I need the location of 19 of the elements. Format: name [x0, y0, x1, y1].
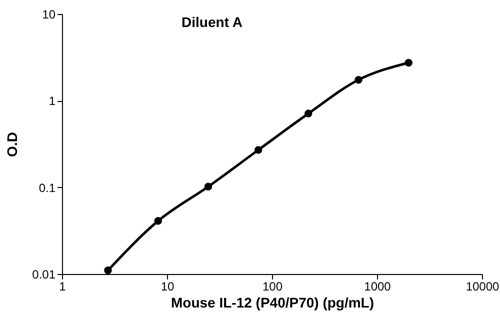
chart-title: Diluent A — [182, 14, 242, 30]
point — [204, 182, 212, 190]
x-tick-label: 10 — [160, 280, 174, 294]
y-tick-label: 0.01 — [32, 268, 56, 282]
point — [404, 58, 412, 67]
point — [254, 146, 262, 154]
x-tick-label: 1 — [59, 280, 66, 294]
x-axis-title: Mouse IL-12 (P40/P70) (pg/mL) — [170, 294, 374, 310]
y-tick-label: 0.1 — [38, 180, 56, 195]
x-tick-label: 1000 — [364, 280, 392, 294]
point — [304, 110, 312, 118]
x-tick-label: 100 — [262, 280, 283, 294]
y-axis-title: O.D — [4, 132, 20, 157]
point — [354, 76, 362, 84]
y-tick-label: 1 — [48, 94, 56, 108]
point — [104, 266, 112, 274]
y-tick-label: 10 — [42, 8, 56, 22]
x-tick-label: 10000 — [466, 280, 500, 294]
point — [154, 217, 162, 225]
